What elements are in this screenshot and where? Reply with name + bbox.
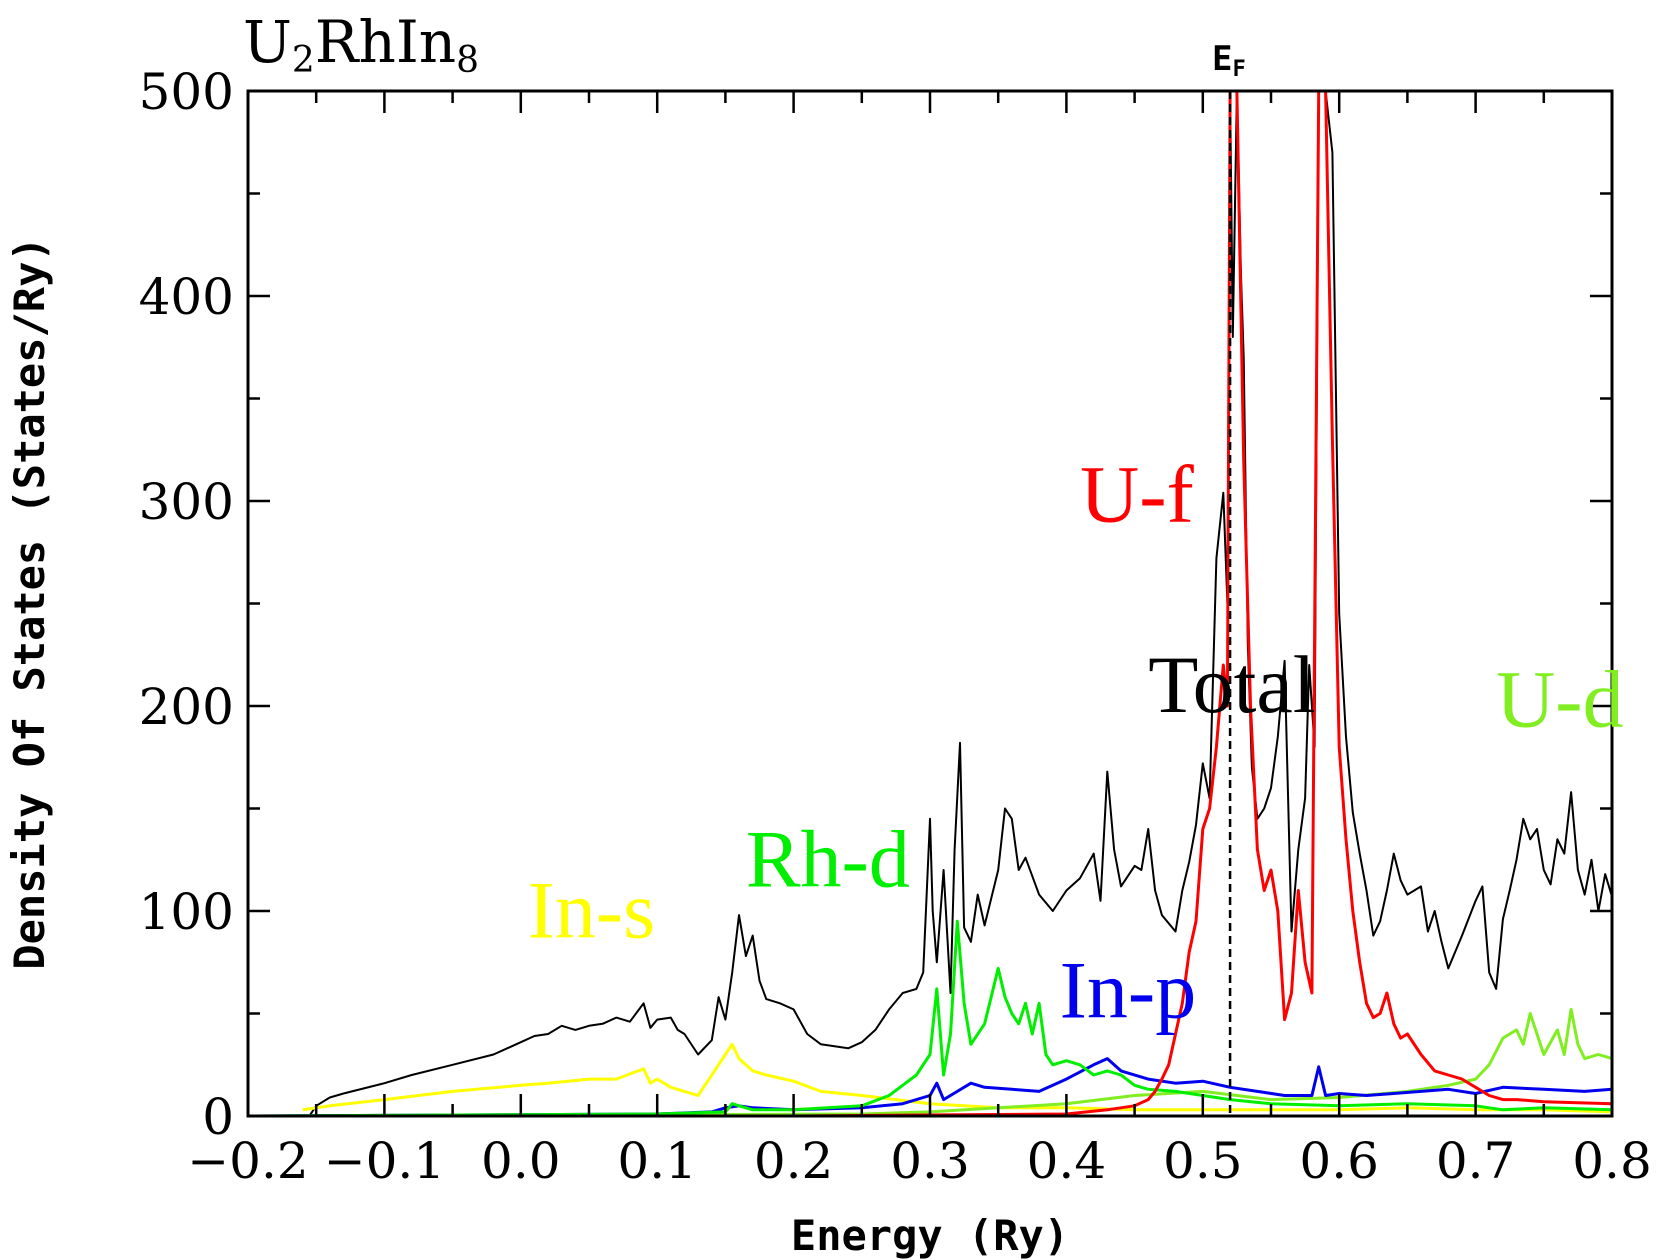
tick-layer: −0.2 −0.1 0.0 0.1 0.2 0.3 0.4 0.5 0.6 0.7 0.8 0 100 2… (139, 63, 1652, 1190)
x-tick-label: −0.1 (324, 1132, 445, 1190)
series-line-rh-d (248, 919, 1612, 1116)
y-tick-label: 200 (139, 678, 234, 736)
x-tick-label: 0.6 (1299, 1132, 1379, 1190)
series-label-u-f: U-f (1080, 449, 1195, 540)
series-label-in-s: In-s (528, 865, 656, 956)
y-tick-label: 500 (139, 63, 234, 121)
series-label-in-p: In-p (1060, 945, 1197, 1036)
series-line-total (308, 91, 1612, 1116)
series-label-u-d: U-d (1496, 654, 1624, 745)
chart-title: U2RhIn8 (243, 8, 479, 81)
x-axis-title: Energy (Ry) (791, 1211, 1069, 1260)
series-line-in-s (302, 1042, 1612, 1114)
y-tick-label: 300 (139, 473, 234, 531)
series-layer (248, 91, 1612, 1116)
x-tick-label: 0.5 (1163, 1132, 1243, 1190)
x-tick-label: 0.8 (1572, 1132, 1652, 1190)
x-tick-label: −0.2 (187, 1132, 308, 1190)
fermi-level-label: EF (1212, 39, 1246, 82)
y-tick-label: 0 (202, 1088, 234, 1146)
y-tick-label: 100 (139, 883, 234, 941)
x-tick-label: 0.3 (890, 1132, 970, 1190)
series-label-total: Total (1148, 639, 1315, 730)
x-tick-label: 0.7 (1436, 1132, 1516, 1190)
series-label-rh-d: Rh-d (746, 813, 910, 904)
y-tick-label: 400 (139, 268, 234, 326)
x-tick-label: 0.2 (754, 1132, 834, 1190)
x-tick-label: 0.1 (617, 1132, 697, 1190)
x-tick-label: 0.4 (1027, 1132, 1107, 1190)
plot-frame (246, 89, 1614, 1118)
y-axis-title: Density Of States (States/Ry) (5, 236, 54, 969)
series-line-u-f (248, 91, 1612, 1116)
series-line-u-d (248, 1007, 1612, 1116)
series-label-layer: Total U-f Rh-d In-p In-s U-d (528, 449, 1624, 1036)
x-tick-label: 0.0 (481, 1132, 561, 1190)
